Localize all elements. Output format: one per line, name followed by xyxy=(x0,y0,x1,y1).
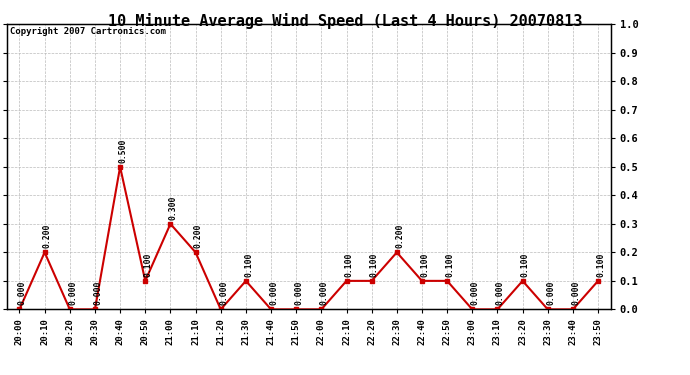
Text: 0.100: 0.100 xyxy=(370,252,379,277)
Text: 0.100: 0.100 xyxy=(345,252,354,277)
Text: 0.100: 0.100 xyxy=(144,252,152,277)
Text: 0.100: 0.100 xyxy=(446,252,455,277)
Text: 0.000: 0.000 xyxy=(295,281,304,305)
Text: 0.000: 0.000 xyxy=(571,281,580,305)
Text: Copyright 2007 Cartronics.com: Copyright 2007 Cartronics.com xyxy=(10,27,166,36)
Text: 0.000: 0.000 xyxy=(546,281,555,305)
Text: 0.100: 0.100 xyxy=(521,252,530,277)
Text: 0.500: 0.500 xyxy=(119,138,128,163)
Text: 0.000: 0.000 xyxy=(319,281,328,305)
Text: 0.200: 0.200 xyxy=(194,224,203,248)
Text: 0.000: 0.000 xyxy=(18,281,27,305)
Text: 0.000: 0.000 xyxy=(219,281,228,305)
Text: 0.000: 0.000 xyxy=(269,281,278,305)
Text: 0.200: 0.200 xyxy=(43,224,52,248)
Text: 10 Minute Average Wind Speed (Last 4 Hours) 20070813: 10 Minute Average Wind Speed (Last 4 Hou… xyxy=(108,13,582,29)
Text: 0.300: 0.300 xyxy=(168,195,178,220)
Text: 0.100: 0.100 xyxy=(596,252,605,277)
Text: 0.000: 0.000 xyxy=(68,281,77,305)
Text: 0.200: 0.200 xyxy=(395,224,404,248)
Text: 0.100: 0.100 xyxy=(420,252,429,277)
Text: 0.000: 0.000 xyxy=(471,281,480,305)
Text: 0.100: 0.100 xyxy=(244,252,253,277)
Text: 0.000: 0.000 xyxy=(93,281,102,305)
Text: 0.000: 0.000 xyxy=(495,281,504,305)
